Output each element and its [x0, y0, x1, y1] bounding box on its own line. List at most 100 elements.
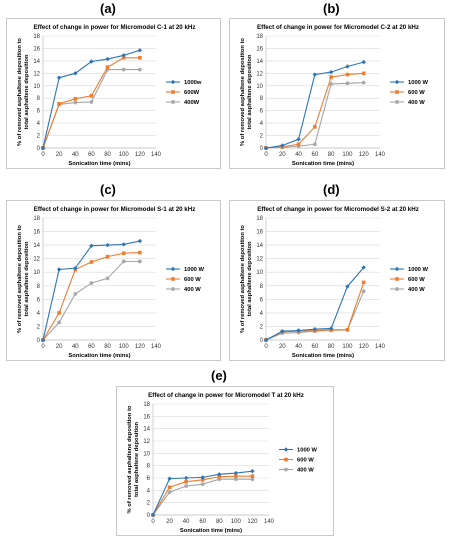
y-tick-label: 0	[37, 338, 41, 344]
x-axis-label: Sonication time (mins)	[292, 353, 354, 359]
legend-label: 400W	[184, 100, 200, 106]
y-tick-label: 18	[33, 216, 40, 222]
x-axis-label: Sonication time (mins)	[68, 353, 130, 359]
data-point	[217, 477, 222, 482]
chart-panel: Effect of change in power for Micromodel…	[6, 18, 221, 169]
legend-label: 400 W	[184, 287, 201, 293]
y-tick-label: 2	[260, 134, 264, 140]
data-point	[167, 485, 172, 490]
legend-item: 600 W	[390, 277, 425, 283]
y-tick-label: 0	[260, 338, 264, 344]
data-point	[150, 512, 156, 518]
data-point	[105, 65, 110, 69]
series-line	[265, 82, 364, 149]
line-chart: Effect of change in power for Micromodel…	[17, 24, 202, 167]
y-tick-label: 14	[256, 243, 263, 249]
legend-label: 1000 W	[408, 267, 429, 273]
y-tick-label: 16	[256, 46, 263, 52]
legend-item: 600 W	[390, 90, 425, 96]
panel-label: (b)	[323, 1, 340, 16]
x-tick-label: 120	[359, 152, 370, 158]
data-point	[73, 265, 78, 271]
x-tick-label: 120	[247, 519, 258, 525]
legend-label: 400 W	[297, 468, 314, 474]
y-tick-label: 16	[143, 414, 150, 420]
y-tick-label: 4	[37, 121, 41, 127]
x-tick-label: 60	[88, 152, 95, 158]
x-tick-label: 120	[135, 152, 146, 158]
data-point	[296, 142, 301, 147]
y-tick-label: 16	[33, 230, 40, 236]
x-tick-label: 20	[56, 152, 63, 158]
legend-item: 1000 W	[390, 266, 429, 273]
legend-marker	[283, 447, 289, 452]
data-point	[121, 242, 126, 247]
series-line	[42, 260, 140, 341]
legend-item: 600 W	[279, 458, 314, 464]
data-point	[167, 490, 172, 495]
data-point	[345, 72, 350, 77]
data-point	[200, 478, 205, 482]
line-chart: Effect of change in power for Micromodel…	[240, 24, 429, 167]
data-point	[56, 267, 62, 272]
y-tick-label: 14	[143, 427, 150, 433]
data-point	[89, 99, 94, 104]
x-tick-label: 40	[295, 344, 302, 350]
chart-title: Effect of change in power for Micromodel…	[34, 206, 196, 213]
data-point	[121, 67, 126, 72]
legend-marker	[171, 90, 175, 94]
data-point	[296, 144, 301, 149]
y-tick-label: 8	[147, 464, 151, 470]
x-tick-label: 120	[359, 344, 370, 350]
y-tick-label: 2	[37, 324, 41, 330]
legend-item: 1000 W	[279, 447, 318, 454]
x-tick-label: 0	[41, 152, 45, 158]
legend-item: 600 W	[166, 277, 201, 283]
chart-panel: Effect of change in power for Micromodel…	[116, 386, 334, 536]
data-point	[57, 102, 61, 106]
data-point	[138, 250, 142, 255]
data-point	[73, 100, 78, 105]
data-point	[200, 475, 205, 480]
data-point	[121, 259, 126, 264]
data-point	[105, 242, 110, 248]
chart-title: Effect of change in power for Micromodel…	[257, 24, 419, 31]
legend-marker	[395, 287, 399, 291]
legend-marker	[394, 79, 400, 85]
x-tick-label: 60	[88, 344, 95, 350]
x-tick-label: 40	[72, 152, 79, 158]
x-tick-label: 100	[342, 344, 353, 350]
x-tick-label: 80	[104, 152, 111, 158]
legend-label: 1000 W	[408, 80, 429, 86]
legend-label: 600 W	[408, 90, 425, 96]
y-tick-label: 18	[33, 34, 40, 40]
x-tick-label: 100	[119, 344, 130, 350]
x-tick-label: 20	[279, 344, 286, 350]
x-tick-label: 40	[72, 344, 79, 350]
x-tick-label: 140	[151, 152, 162, 158]
y-tick-label: 8	[37, 96, 41, 102]
y-tick-label: 10	[33, 84, 40, 90]
series-line	[42, 252, 140, 341]
data-point	[345, 81, 350, 86]
data-point	[233, 470, 239, 476]
x-tick-label: 20	[166, 519, 173, 525]
data-point	[73, 71, 78, 76]
data-point	[89, 260, 94, 264]
y-tick-label: 16	[33, 46, 40, 52]
legend-item: 400 W	[279, 467, 314, 474]
data-point	[312, 142, 317, 147]
data-point	[73, 291, 78, 296]
x-tick-label: 100	[119, 152, 130, 158]
data-point	[57, 311, 61, 315]
chart-title: Effect of change in power for Micromodel…	[34, 24, 196, 31]
y-tick-label: 4	[147, 488, 151, 494]
data-point	[137, 67, 142, 72]
x-tick-label: 0	[151, 519, 155, 525]
y-tick-label: 2	[260, 324, 264, 330]
y-tick-label: 12	[143, 439, 150, 445]
x-tick-label: 120	[135, 344, 146, 350]
data-point	[329, 81, 334, 86]
data-point	[296, 328, 301, 333]
data-point	[121, 53, 126, 58]
